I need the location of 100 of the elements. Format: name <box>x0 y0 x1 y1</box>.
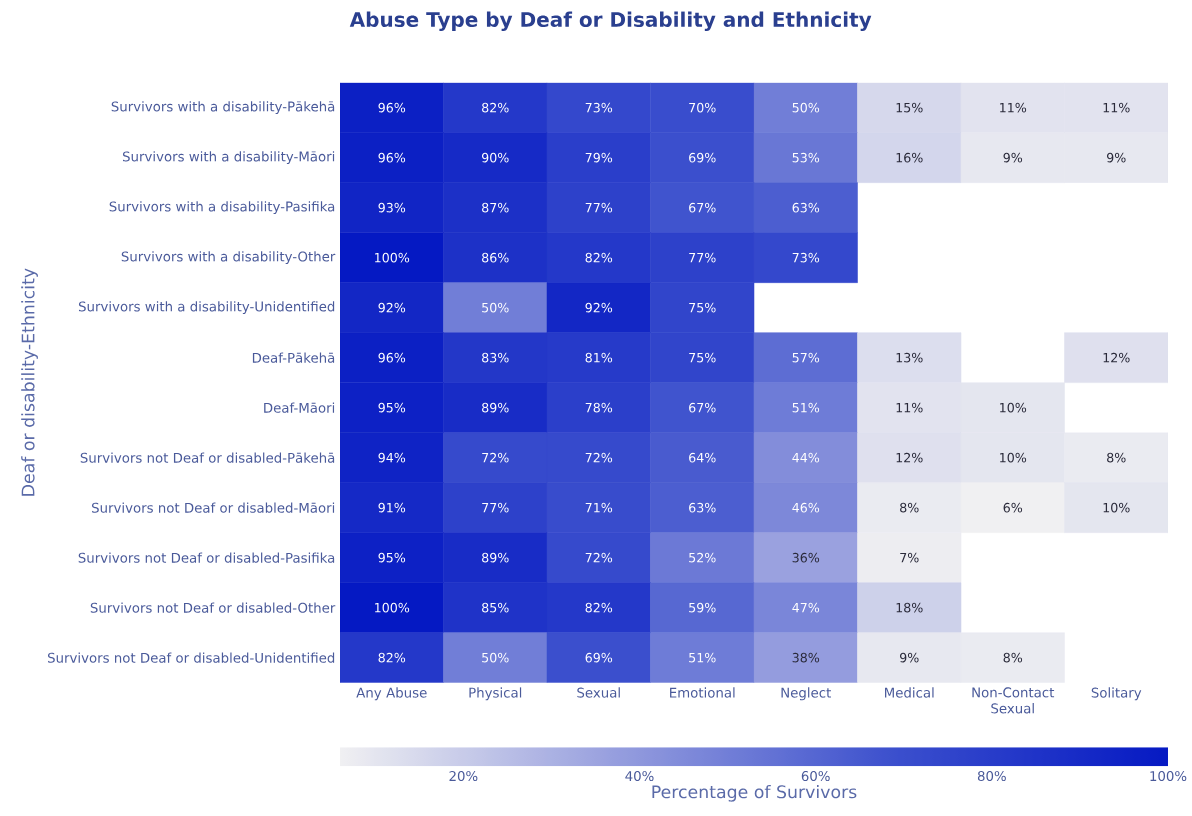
y-tick-label: Survivors with a disability-Pasifika <box>109 201 335 215</box>
data-label: 89% <box>482 552 509 563</box>
chart-title: Abuse Type by Deaf or Disability and Ethnicity <box>349 11 872 32</box>
data-label: 10% <box>1000 402 1027 413</box>
data-label: 9% <box>1107 152 1126 163</box>
data-label: 64% <box>689 452 716 463</box>
data-label: 11% <box>1103 102 1130 113</box>
data-label: 100% <box>375 602 410 613</box>
data-label: 71% <box>585 502 613 513</box>
data-label: 52% <box>689 552 716 563</box>
data-label: 15% <box>896 102 923 113</box>
x-tick-label: Any Abuse <box>356 687 427 701</box>
data-label: 59% <box>689 602 716 613</box>
x-tick-label: Neglect <box>781 687 831 701</box>
data-label: 53% <box>792 152 820 163</box>
y-tick-label: Survivors with a disability-Unidentified <box>78 301 335 315</box>
data-label: 12% <box>1103 352 1130 363</box>
y-tick-label: Survivors not Deaf or disabled-Other <box>90 602 336 613</box>
data-label: 92% <box>585 302 613 313</box>
data-label: 78% <box>585 402 613 413</box>
data-label: 67% <box>689 202 716 213</box>
data-label: 63% <box>792 202 820 213</box>
data-label: 8% <box>1107 452 1126 463</box>
data-label: 93% <box>378 202 406 213</box>
data-label: 11% <box>1000 102 1027 113</box>
y-tick-label: Survivors not Deaf or disabled-Māori <box>91 502 335 513</box>
data-label: 75% <box>689 302 716 313</box>
data-label: 94% <box>378 452 406 463</box>
data-label: 96% <box>378 152 406 163</box>
data-label: 50% <box>482 652 509 663</box>
data-label: 82% <box>585 602 613 613</box>
data-label: 57% <box>792 352 820 363</box>
data-label: 11% <box>896 402 923 413</box>
data-label: 69% <box>585 652 613 663</box>
color-bar-label: 20% <box>449 771 478 782</box>
data-label: 8% <box>900 502 919 513</box>
color-bar-label: 80% <box>977 771 1006 782</box>
x-tick-label: Non-Contact Sexual <box>972 687 1055 714</box>
data-label: 10% <box>1000 452 1027 463</box>
data-label: 90% <box>481 152 509 163</box>
x-tick-label: Physical <box>469 687 522 701</box>
data-label: 81% <box>585 352 613 363</box>
data-label: 50% <box>792 102 820 113</box>
data-label: 36% <box>792 552 820 563</box>
y-tick-label: Deaf-Māori <box>264 402 335 413</box>
data-label: 38% <box>792 652 820 663</box>
y-tick-label: Survivors not Deaf or disabled-Pākehā <box>80 452 335 463</box>
data-label: 13% <box>896 352 923 363</box>
data-label: 7% <box>900 552 919 563</box>
color-bar-label: 60% <box>801 771 830 782</box>
x-tick-label: Solitary <box>1091 687 1142 701</box>
y-tick-label: Survivors with a disability-Māori <box>122 151 335 165</box>
data-label: 77% <box>585 202 613 213</box>
data-label: 96% <box>378 352 406 363</box>
data-label: 85% <box>482 602 509 613</box>
y-axis-title: Deaf or disability-Ethnicity <box>21 268 38 496</box>
data-label: 100% <box>375 252 410 263</box>
color-bar-title: Percentage of Survivors <box>652 784 857 802</box>
y-tick-label: Survivors with a disability-Pākehā <box>111 101 335 115</box>
data-label: 51% <box>792 402 820 413</box>
data-label: 95% <box>378 552 406 563</box>
data-label: 82% <box>585 252 613 263</box>
data-label: 72% <box>585 552 613 563</box>
data-label: 63% <box>689 502 716 513</box>
data-label: 82% <box>378 652 406 663</box>
data-label: 44% <box>792 452 820 463</box>
data-label: 67% <box>689 402 716 413</box>
data-label: 72% <box>482 452 509 463</box>
data-label: 72% <box>585 452 613 463</box>
data-label: 47% <box>792 602 820 613</box>
data-label: 18% <box>896 602 923 613</box>
data-label: 89% <box>482 402 509 413</box>
data-label: 73% <box>792 252 820 263</box>
y-tick-label: Survivors not Deaf or disabled-Pasifika <box>78 552 335 563</box>
data-label: 75% <box>689 352 716 363</box>
data-label: 50% <box>482 302 509 313</box>
x-tick-label: Sexual <box>577 687 620 698</box>
color-bar-label: 100% <box>1150 771 1187 782</box>
data-label: 73% <box>585 102 613 113</box>
data-label: 12% <box>896 452 923 463</box>
data-label: 82% <box>482 102 509 113</box>
data-label: 87% <box>482 202 509 213</box>
data-label: 79% <box>585 152 613 163</box>
y-tick-label: Survivors with a disability-Other <box>121 251 336 265</box>
data-label: 77% <box>482 502 509 513</box>
data-label: 9% <box>1003 152 1023 163</box>
y-tick-label: Deaf-Pākehā <box>252 352 335 363</box>
data-label: 69% <box>689 152 716 163</box>
data-label: 91% <box>378 502 406 513</box>
data-label: 92% <box>378 302 406 313</box>
data-label: 16% <box>896 152 923 163</box>
data-label: 6% <box>1003 502 1023 513</box>
data-label: 95% <box>378 402 406 413</box>
data-label: 10% <box>1103 502 1130 513</box>
x-tick-label: Emotional <box>670 687 735 698</box>
x-tick-label: Medical <box>885 687 934 698</box>
data-label: 83% <box>482 352 509 363</box>
data-label: 77% <box>689 252 716 263</box>
y-tick-label: Survivors not Deaf or disabled-Unidentified <box>47 652 335 663</box>
data-label: 46% <box>792 502 820 513</box>
